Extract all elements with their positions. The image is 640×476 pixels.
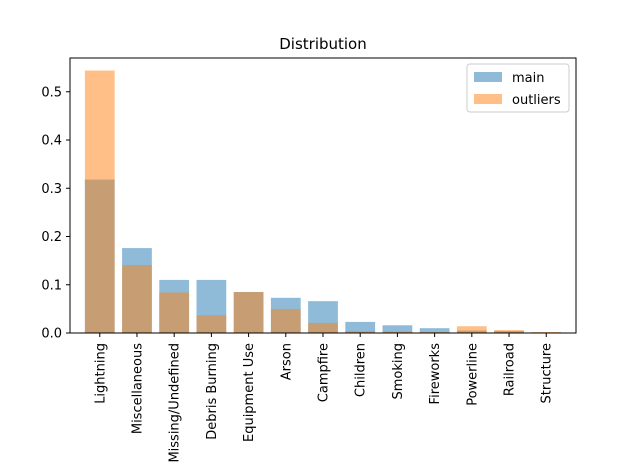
x-tick-label-6: Campfire	[317, 343, 332, 402]
bar-outliers-6	[308, 322, 338, 333]
y-tick-label-5: 0.5	[41, 85, 62, 100]
bar-outliers-5	[270, 308, 301, 333]
chart-title: Distribution	[279, 35, 367, 53]
axes: 0.0 0.1 0.2 0.3 0.4 0.5 Lightning Miscellaneous…	[41, 57, 577, 463]
legend: main outliers	[466, 63, 570, 113]
x-tick-label-3: Debris Burning	[205, 343, 220, 440]
legend-swatch-main	[474, 72, 502, 82]
y-tick-label-0: 0.0	[41, 327, 62, 342]
y-tick-label-3: 0.3	[41, 182, 62, 197]
bar-main-8	[382, 325, 413, 333]
bar-outliers-1	[122, 264, 152, 333]
bar-outliers-0	[84, 70, 115, 334]
bar-outliers-11	[494, 330, 524, 333]
bar-outliers-8	[382, 331, 413, 333]
legend-label-main: main	[512, 71, 544, 86]
x-tick-label-1: Miscellaneous	[130, 343, 145, 434]
legend-label-outliers: outliers	[512, 93, 561, 108]
bar-outliers-10	[456, 326, 487, 333]
bar-outliers-4	[233, 291, 264, 333]
x-tick-label-4: Equipment Use	[242, 343, 257, 442]
y-tick-label-4: 0.4	[41, 134, 62, 149]
x-tick-label-12: Structure	[540, 343, 555, 403]
y-tick-label-2: 0.2	[41, 230, 62, 245]
x-tick-label-7: Children	[354, 343, 369, 397]
y-tick-label-1: 0.1	[41, 278, 62, 293]
x-tick-label-11: Railroad	[503, 343, 518, 396]
bar-main-7	[345, 321, 376, 333]
x-tick-label-10: Powerline	[465, 343, 480, 406]
bar-outliers-3	[196, 315, 227, 333]
x-tick-label-8: Smoking	[391, 343, 406, 400]
x-tick-label-5: Arson	[279, 343, 294, 380]
x-tick-label-9: Fireworks	[428, 343, 443, 405]
x-tick-label-0: Lightning	[93, 343, 108, 404]
bar-outliers-7	[345, 331, 376, 333]
legend-swatch-outliers	[474, 94, 502, 104]
x-tick-label-2: Missing/Undefined	[168, 343, 183, 463]
bar-outliers-2	[159, 292, 190, 333]
bar-main-9	[419, 328, 450, 333]
